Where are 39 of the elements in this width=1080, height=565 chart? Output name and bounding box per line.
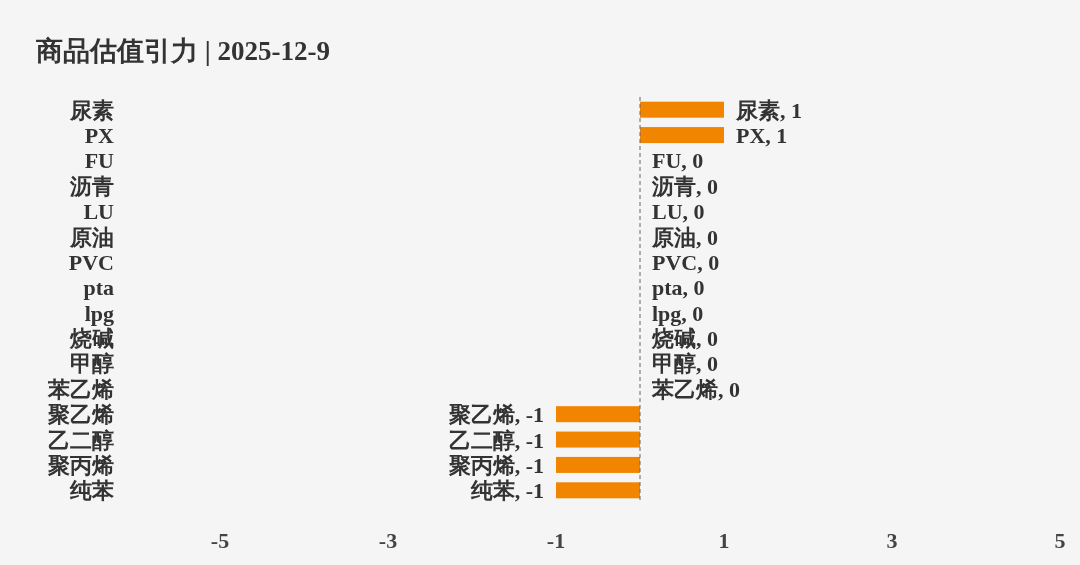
y-tick-label: 聚乙烯 [47, 402, 114, 428]
data-label: PX, 1 [736, 123, 788, 149]
data-label: LU, 0 [652, 199, 705, 225]
data-label: 乙二醇, -1 [448, 427, 544, 453]
y-tick-label: 烧碱 [69, 326, 114, 352]
data-label: 苯乙烯, 0 [651, 376, 740, 402]
y-tick-label: FU [84, 148, 115, 174]
y-tick-label: 原油 [69, 224, 114, 250]
data-label: 尿素, 1 [735, 97, 802, 123]
data-label: 聚乙烯, -1 [447, 402, 544, 428]
y-tick-label: 沥青 [69, 173, 114, 199]
y-tick-label: PVC [68, 249, 114, 275]
x-tick-label: -5 [210, 528, 230, 553]
y-tick-label: 尿素 [69, 97, 114, 123]
y-tick-label: 纯苯 [69, 478, 114, 504]
y-tick-label: 聚丙烯 [47, 452, 114, 478]
x-tick-label: -3 [378, 528, 398, 553]
y-tick-label: 苯乙烯 [47, 376, 114, 402]
x-tick-label: 1 [718, 528, 730, 553]
data-label: 甲醇, 0 [652, 351, 718, 377]
data-label: pta, 0 [652, 275, 705, 301]
y-tick-label: PX [84, 123, 115, 149]
data-label: 沥青, 0 [651, 173, 718, 199]
y-tick-label: LU [83, 199, 115, 225]
data-label: lpg, 0 [652, 300, 704, 326]
chart-title: 商品估值引力 | 2025-12-9 [35, 36, 330, 66]
y-tick-label: pta [83, 275, 114, 301]
data-label: 原油, 0 [651, 224, 718, 250]
y-tick-label: lpg [84, 300, 114, 326]
data-label: PVC, 0 [652, 249, 720, 275]
data-label: 烧碱, 0 [651, 326, 718, 352]
data-label: FU, 0 [652, 148, 704, 174]
x-tick-label: 5 [1054, 528, 1066, 553]
x-tick-label: 3 [886, 528, 898, 553]
y-tick-label: 甲醇 [70, 351, 114, 377]
y-tick-label: 乙二醇 [48, 427, 114, 453]
data-label: 纯苯, -1 [469, 478, 544, 504]
x-tick-label: -1 [546, 528, 566, 553]
data-label: 聚丙烯, -1 [447, 452, 544, 478]
